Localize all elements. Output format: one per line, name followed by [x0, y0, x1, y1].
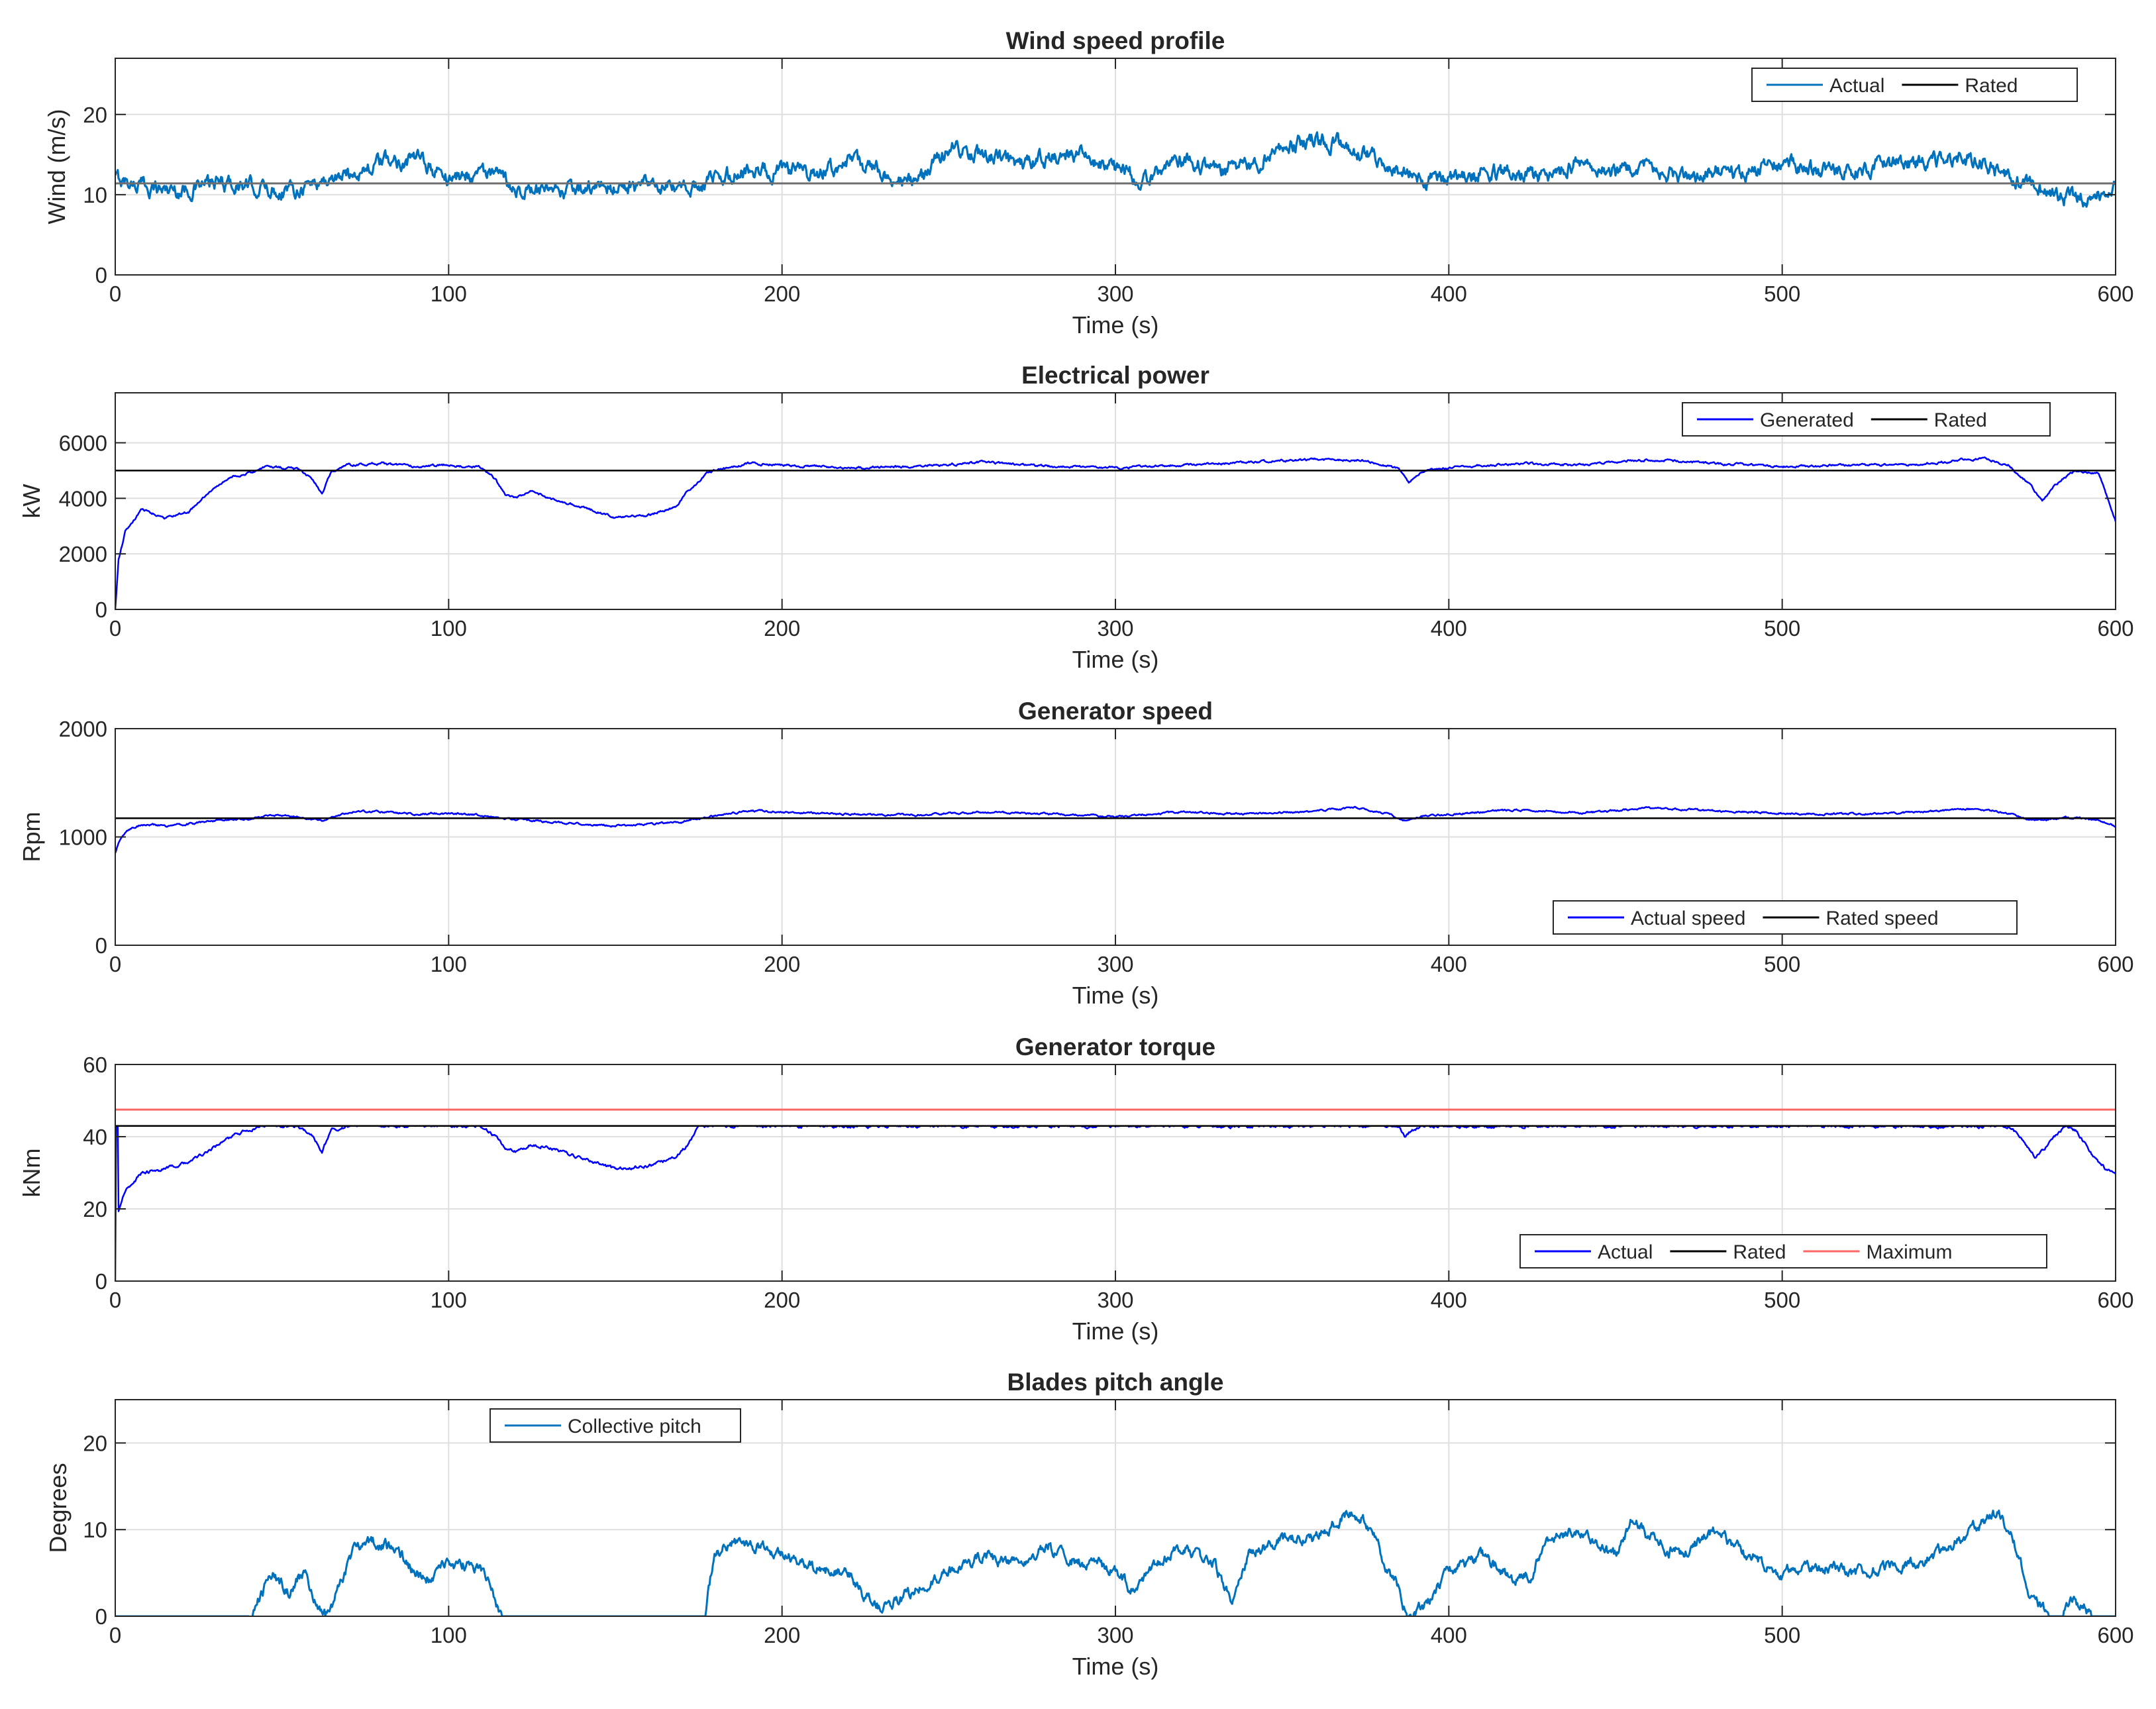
x-tick-label: 500 [1764, 616, 1800, 641]
x-axis-label: Time (s) [1072, 646, 1159, 673]
y-tick-label: 2000 [59, 542, 107, 566]
y-axis-label: Wind (m/s) [43, 109, 70, 225]
legend: Actual Rated Maximum [1519, 1234, 2047, 1269]
series-line-generated [115, 456, 2116, 609]
legend-box [1519, 1234, 2047, 1269]
x-tick-label: 0 [109, 282, 121, 306]
y-axis-label: kNm [18, 1149, 45, 1198]
y-tick-label: 40 [83, 1125, 107, 1149]
y-axis-label: Degrees [44, 1463, 72, 1553]
subplot-2: 0 100 200 300 400 500 6000200040006000Electric… [18, 362, 2134, 673]
plot-area [115, 456, 2116, 609]
x-tick-label: 500 [1764, 1288, 1800, 1312]
legend-label: Rated [1934, 409, 1987, 431]
x-tick-label: 300 [1097, 952, 1133, 976]
x-tick-label: 400 [1431, 1623, 1467, 1647]
series-line-actual-speed [115, 805, 2116, 854]
y-tick-label: 20 [83, 103, 107, 127]
x-tick-label: 100 [431, 1288, 467, 1312]
legend: Actual Rated [1751, 68, 2078, 102]
legend: Generated Rated [1682, 402, 2051, 437]
y-axis-label: kW [18, 484, 45, 518]
subplot-4: 0 100 200 300 400 500 600 0 20 40 60 Generator torq… [18, 1033, 2134, 1345]
legend-label: Rated [1733, 1241, 1786, 1263]
x-axis-label: Time (s) [1072, 311, 1159, 338]
plot-area [115, 1108, 2116, 1281]
x-axis-label: Time (s) [1072, 982, 1159, 1009]
legend-label: Collective pitch [568, 1416, 701, 1437]
series-line-actual [115, 131, 2116, 208]
plot-area [115, 1509, 2116, 1616]
x-tick-label: 200 [764, 1623, 800, 1647]
subplot-1: 0 100 200 300 400 500 600 0 10 20 Wind speed profi… [43, 27, 2134, 338]
chart-title: Generator speed [1018, 698, 1213, 725]
series-line-collective-pitch [115, 1509, 2116, 1616]
x-tick-label: 400 [1431, 1288, 1467, 1312]
legend: Actual speed Rated speed [1553, 900, 2018, 935]
x-tick-label: 300 [1097, 1288, 1133, 1312]
y-tick-label: 4000 [59, 486, 107, 511]
y-tick-label: 60 [83, 1053, 107, 1077]
x-tick-label: 100 [431, 1623, 467, 1647]
x-tick-label: 500 [1764, 282, 1800, 306]
y-tick-label: 20 [83, 1197, 107, 1221]
chart-title: Generator torque [1015, 1033, 1215, 1061]
y-tick-label: 6000 [59, 431, 107, 455]
x-tick-label: 100 [431, 616, 467, 641]
x-tick-label: 100 [431, 952, 467, 976]
y-tick-label: 0 [95, 597, 107, 622]
x-tick-label: 600 [2097, 1288, 2133, 1312]
x-tick-label: 200 [764, 282, 800, 306]
x-tick-label: 400 [1431, 952, 1467, 976]
y-tick-label: 1000 [59, 825, 107, 850]
x-tick-label: 300 [1097, 282, 1133, 306]
legend-label: Rated speed [1825, 907, 1938, 929]
x-tick-label: 200 [764, 616, 800, 641]
x-tick-label: 400 [1431, 282, 1467, 306]
legend-label: Generated [1760, 409, 1854, 431]
x-tick-label: 0 [109, 616, 121, 641]
x-tick-label: 600 [2097, 1623, 2133, 1647]
x-tick-label: 100 [431, 282, 467, 306]
y-tick-label: 0 [95, 1604, 107, 1629]
x-axis-label: Time (s) [1072, 1318, 1159, 1345]
x-tick-label: 0 [109, 1288, 121, 1312]
chart-title: Blades pitch angle [1007, 1369, 1224, 1396]
y-tick-label: 0 [95, 1269, 107, 1294]
y-tick-label: 10 [83, 183, 107, 207]
plot-area [115, 805, 2116, 854]
y-tick-label: 20 [83, 1431, 107, 1455]
y-tick-label: 10 [83, 1518, 107, 1542]
legend-label: Maximum [1866, 1241, 1952, 1263]
x-tick-label: 600 [2097, 952, 2133, 976]
y-tick-label: 0 [95, 263, 107, 287]
y-tick-label: 0 [95, 933, 107, 958]
y-tick-label: 2000 [59, 717, 107, 741]
x-tick-label: 600 [2097, 616, 2133, 641]
x-tick-label: 0 [109, 952, 121, 976]
x-tick-label: 400 [1431, 616, 1467, 641]
legend-label: Actual [1829, 75, 1884, 97]
x-tick-label: 200 [764, 952, 800, 976]
y-axis-label: Rpm [18, 811, 45, 862]
x-axis-label: Time (s) [1072, 1653, 1159, 1680]
plot-area [115, 131, 2116, 208]
x-tick-label: 500 [1764, 952, 1800, 976]
x-tick-label: 500 [1764, 1623, 1800, 1647]
x-tick-label: 300 [1097, 1623, 1133, 1647]
legend-label: Actual speed [1631, 907, 1745, 929]
chart-title: Wind speed profile [1006, 27, 1225, 54]
legend-label: Actual [1598, 1241, 1653, 1263]
subplot-3: 0 100 200 300 400 500 600 0 1000 2000 Generator sp… [18, 698, 2134, 1009]
chart-title: Electrical power [1021, 362, 1209, 389]
x-tick-label: 300 [1097, 616, 1133, 641]
subplot-5: 0 100 200 300 400 500 600 0 10 20 Blades pitch ang… [44, 1369, 2134, 1680]
legend: Collective pitch [489, 1408, 741, 1443]
x-tick-label: 0 [109, 1623, 121, 1647]
x-tick-label: 600 [2097, 282, 2133, 306]
x-tick-label: 200 [764, 1288, 800, 1312]
legend-label: Rated [1965, 75, 2018, 97]
